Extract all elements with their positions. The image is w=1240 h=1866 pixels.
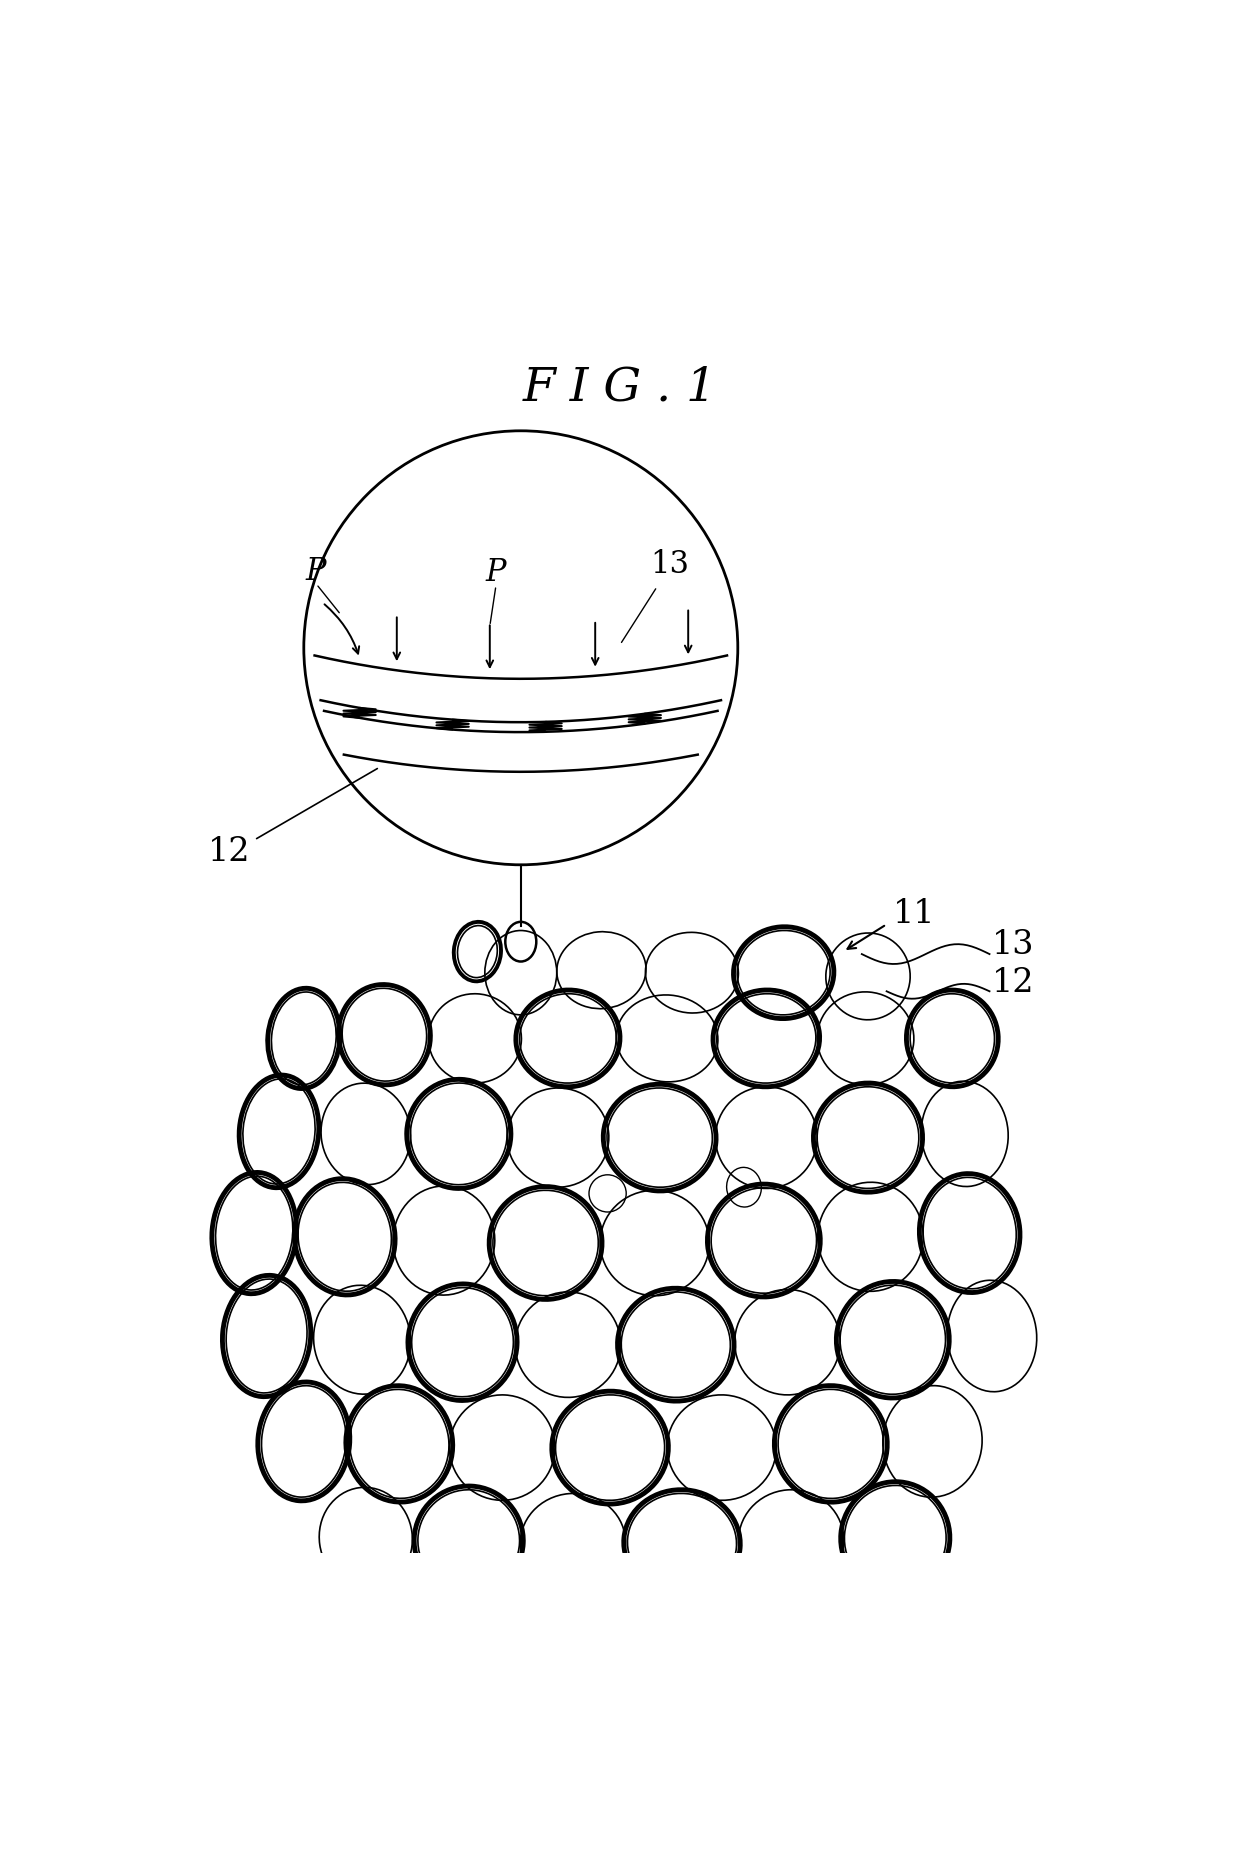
Text: P: P xyxy=(486,558,506,588)
Text: 12: 12 xyxy=(208,836,250,868)
Text: F I G . 1: F I G . 1 xyxy=(523,366,717,411)
Text: 12: 12 xyxy=(992,967,1034,998)
Text: 11: 11 xyxy=(893,898,935,931)
Text: P: P xyxy=(306,556,326,588)
Text: 13: 13 xyxy=(650,549,689,580)
Text: 13: 13 xyxy=(992,929,1034,961)
